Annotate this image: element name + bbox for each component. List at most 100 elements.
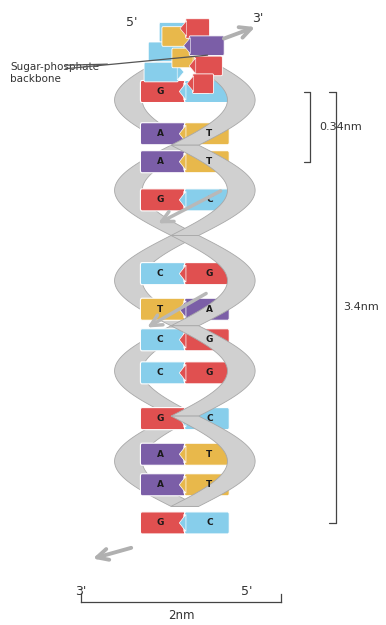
Polygon shape [187,76,194,92]
FancyBboxPatch shape [144,62,178,82]
Text: G: G [206,335,213,344]
Polygon shape [179,265,186,282]
Text: T: T [206,450,213,459]
Text: A: A [206,305,213,314]
Polygon shape [184,476,190,493]
FancyBboxPatch shape [186,19,210,38]
FancyBboxPatch shape [185,151,229,173]
Text: 5': 5' [126,16,138,29]
Polygon shape [179,410,186,428]
Text: Sugar-phosphate
backbone: Sugar-phosphate backbone [10,62,99,84]
Text: A: A [157,480,164,489]
Text: 2nm: 2nm [168,609,195,622]
Polygon shape [171,326,255,416]
FancyBboxPatch shape [185,362,229,384]
FancyBboxPatch shape [189,36,224,56]
Polygon shape [184,364,190,381]
FancyBboxPatch shape [172,48,194,68]
Text: G: G [157,518,164,528]
FancyBboxPatch shape [195,56,222,76]
FancyBboxPatch shape [185,443,229,465]
FancyBboxPatch shape [185,189,229,211]
FancyBboxPatch shape [141,189,185,211]
Polygon shape [171,145,255,236]
Text: T: T [206,480,213,489]
Text: G: G [157,196,164,204]
Polygon shape [171,236,255,326]
FancyBboxPatch shape [159,22,192,42]
FancyBboxPatch shape [162,27,200,46]
FancyBboxPatch shape [185,298,229,320]
FancyBboxPatch shape [141,474,185,496]
Polygon shape [184,125,190,142]
Text: C: C [206,196,213,204]
Polygon shape [179,83,186,100]
FancyBboxPatch shape [185,81,229,102]
Text: A: A [157,129,164,138]
Polygon shape [179,153,186,170]
FancyBboxPatch shape [185,474,229,496]
Text: A: A [157,158,164,166]
Text: C: C [206,518,213,528]
Text: C: C [206,414,213,423]
Polygon shape [184,265,190,282]
Polygon shape [115,416,199,506]
Text: C: C [157,269,164,278]
FancyBboxPatch shape [141,408,185,429]
Polygon shape [180,21,187,36]
FancyBboxPatch shape [141,298,185,320]
FancyBboxPatch shape [141,512,185,534]
FancyBboxPatch shape [185,512,229,534]
Text: G: G [157,87,164,96]
Polygon shape [191,24,198,40]
Text: 0.34nm: 0.34nm [320,122,362,132]
Polygon shape [184,44,191,60]
Polygon shape [115,326,199,416]
Text: C: C [157,335,164,344]
Text: T: T [157,305,163,314]
Polygon shape [179,301,186,318]
Polygon shape [189,58,196,74]
Polygon shape [179,476,186,493]
Polygon shape [184,83,190,100]
Polygon shape [179,514,186,531]
FancyBboxPatch shape [185,262,229,284]
Text: 3.4nm: 3.4nm [343,302,379,312]
Polygon shape [184,191,190,209]
Polygon shape [115,55,199,145]
Polygon shape [171,55,255,145]
FancyBboxPatch shape [141,122,185,145]
Polygon shape [184,38,190,54]
Polygon shape [115,236,199,326]
Text: 3': 3' [75,585,87,597]
Polygon shape [184,514,190,531]
Polygon shape [179,364,186,381]
Polygon shape [179,331,186,348]
Text: 3': 3' [252,12,263,24]
Polygon shape [179,125,186,142]
Text: G: G [206,269,213,278]
Polygon shape [184,301,190,318]
Text: C: C [206,87,213,96]
Polygon shape [171,416,255,506]
FancyBboxPatch shape [185,408,229,429]
FancyBboxPatch shape [141,329,185,351]
Polygon shape [179,446,186,463]
Text: 5': 5' [241,585,252,597]
Polygon shape [184,331,190,348]
FancyBboxPatch shape [141,362,185,384]
Text: G: G [157,414,164,423]
FancyBboxPatch shape [141,443,185,465]
Polygon shape [115,145,199,236]
Text: C: C [157,368,164,378]
FancyBboxPatch shape [141,81,185,102]
Polygon shape [184,153,190,170]
Polygon shape [184,410,190,428]
Polygon shape [193,50,200,66]
FancyBboxPatch shape [148,42,185,62]
Polygon shape [179,191,186,209]
FancyBboxPatch shape [141,151,185,173]
Text: A: A [157,450,164,459]
FancyBboxPatch shape [185,329,229,351]
Text: G: G [206,368,213,378]
